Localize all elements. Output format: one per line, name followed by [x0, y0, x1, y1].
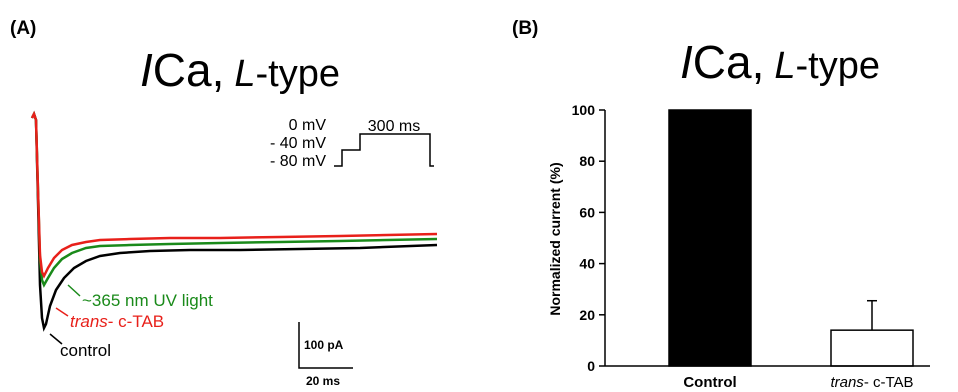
scale-bar: 100 pA 20 ms [298, 322, 353, 388]
protocol-label-80mv: - 80 mV [270, 153, 326, 170]
control-arrow [49, 333, 63, 345]
y-tick-label: 60 [579, 204, 595, 220]
trans-arrow [55, 307, 69, 317]
scale-bar-lines [298, 322, 353, 369]
bar-control [668, 109, 752, 367]
voltage-protocol: 0 mV - 40 mV - 80 mV 300 ms [270, 117, 434, 170]
trans-label-rest: - c-TAB [108, 312, 164, 331]
protocol-step [334, 133, 434, 167]
panel-a-label: (A) [10, 18, 36, 39]
trace-trans [30, 110, 438, 279]
trans-label: trans- c-TAB [70, 312, 164, 331]
y-tick-label: 80 [579, 153, 595, 169]
bar-chart: 0 20 40 60 80 100 Control trans- c-TAB [572, 102, 930, 391]
panel-b-label: (B) [512, 18, 538, 39]
panel-a-title-italic: I [140, 44, 153, 96]
y-tick-label: 20 [579, 307, 595, 323]
uv-label: ~365 nm UV light [82, 291, 213, 310]
panel-b-title-sub-italic: L [774, 45, 795, 87]
panel-a-title-sub-rest: -type [256, 53, 340, 95]
y-tick-label: 40 [579, 256, 595, 272]
panel-b: (B) ICa, L-type Normalized current (%) 0 2… [512, 18, 930, 391]
trans-label-italic: trans [70, 312, 108, 331]
y-axis-label: Normalized current (%) [547, 162, 563, 315]
protocol-duration-label: 300 ms [368, 118, 420, 135]
panel-b-title-sub-rest: -type [796, 45, 880, 87]
panel-a-title-sub-italic: L [234, 53, 255, 95]
panel-a-title: ICa, L-type [140, 44, 340, 96]
panel-b-title: ICa, L-type [680, 36, 880, 88]
bar-trans-c-tab [830, 329, 914, 367]
y-tick-label: 100 [572, 102, 596, 118]
uv-arrow [67, 284, 81, 297]
control-label: control [60, 341, 111, 360]
y-tick-label: 0 [587, 358, 595, 374]
protocol-label-0mv: 0 mV [289, 117, 327, 134]
panel-b-title-italic: I [680, 36, 693, 88]
panel-a-title-main: Ca, [153, 44, 225, 96]
panel-b-title-main: Ca, [693, 36, 765, 88]
panel-a: (A) ICa, L-type 0 mV - 40 mV - 80 mV 300 … [10, 18, 438, 388]
scale-bar-time: 20 ms [306, 374, 340, 388]
x-category-label: Control [683, 374, 736, 391]
protocol-label-40mv: - 40 mV [270, 135, 326, 152]
x-category-label: trans- c-TAB [830, 374, 913, 391]
scale-bar-current: 100 pA [304, 338, 344, 352]
